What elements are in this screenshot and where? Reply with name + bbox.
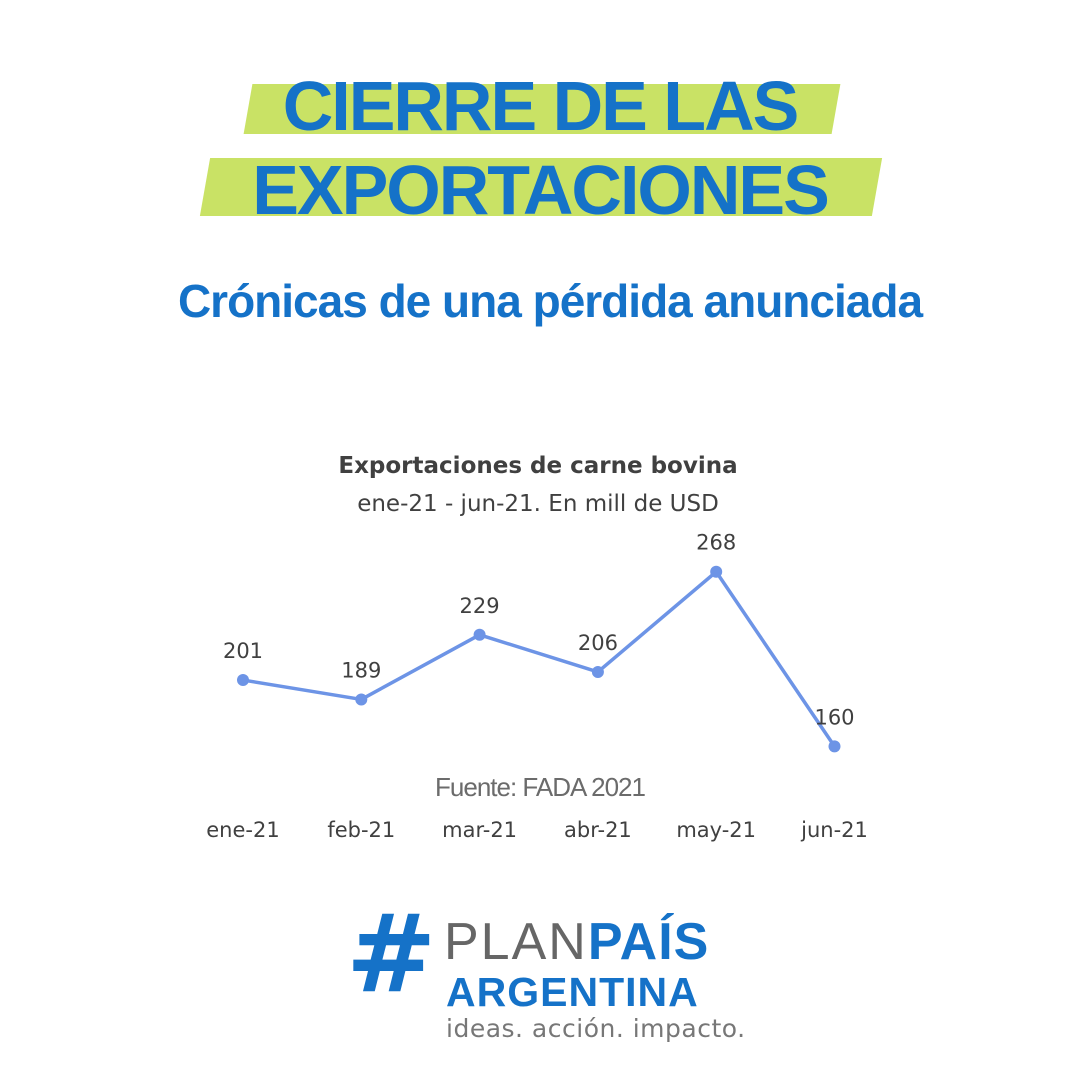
data-label-ene-21: 201 <box>223 639 263 663</box>
data-label-feb-21: 189 <box>341 658 381 682</box>
page-title-line-1: CIERRE DE LAS <box>282 67 800 145</box>
data-point-jun-21 <box>828 740 841 753</box>
chart-title: Exportaciones de carne bovina <box>338 453 737 479</box>
chart-subtitle: ene-21 - jun-21. En mill de USD <box>357 491 719 517</box>
page-subtitle: Crónicas de una pérdida anunciada <box>177 275 923 327</box>
x-tick-label-jun-21: jun-21 <box>800 818 868 842</box>
data-point-may-21 <box>710 565 723 578</box>
data-point-ene-21 <box>237 674 249 687</box>
logo-plan-pais: PLANPAÍS <box>444 914 709 970</box>
logo-tagline: ideas. acción. impacto. <box>446 1014 746 1043</box>
logo-plan: PLAN <box>444 913 588 971</box>
hashtag-icon: # <box>346 892 437 1017</box>
chart-source: Fuente: FADA 2021 <box>435 772 646 802</box>
data-point-abr-21 <box>591 665 604 678</box>
data-label-mar-21: 229 <box>460 594 500 618</box>
line-chart: Exportaciones de carne bovina ene-21 - ju… <box>206 453 868 842</box>
data-point-feb-21 <box>355 693 368 706</box>
data-label-may-21: 268 <box>696 531 736 555</box>
data-point-mar-21 <box>473 628 486 641</box>
data-label-abr-21: 206 <box>578 631 618 655</box>
x-tick-label-mar-21: mar-21 <box>442 818 517 842</box>
plan-pais-logo: # PLANPAÍS ARGENTINA ideas. acción. impa… <box>346 900 746 1048</box>
page-title-line-2: EXPORTACIONES <box>252 151 830 229</box>
logo-pais: PAÍS <box>587 913 710 971</box>
x-tick-label-may-21: may-21 <box>676 818 756 842</box>
series-line <box>242 569 836 748</box>
x-tick-label-feb-21: feb-21 <box>327 818 395 842</box>
x-tick-label-abr-21: abr-21 <box>564 818 632 842</box>
x-tick-label-ene-21: ene-21 <box>206 818 279 842</box>
data-label-jun-21: 160 <box>814 705 854 729</box>
logo-argentina: ARGENTINA <box>446 969 699 1015</box>
